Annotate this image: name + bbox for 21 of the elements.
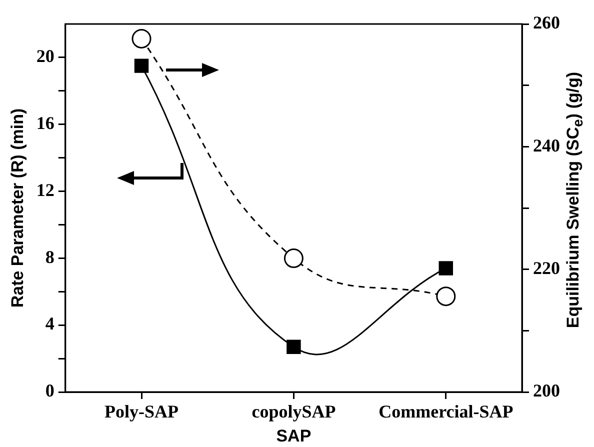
point [436, 286, 456, 306]
y2-tick-label: 220 [533, 258, 560, 278]
y2-tick-label: 200 [533, 380, 560, 401]
y2-tick-label: 260 [533, 12, 560, 33]
x-tick-label: Poly-SAP [104, 401, 178, 422]
point [134, 58, 149, 73]
y-tick-label: 12 [36, 180, 54, 200]
point [284, 248, 304, 268]
y-tick-label: 20 [36, 46, 54, 66]
y-tick-label: 4 [45, 314, 54, 334]
point [438, 261, 454, 276]
y-axis-title: Rate Parameter (R) (min) [8, 108, 27, 308]
x-tick-label: copolySAP [252, 401, 336, 422]
y-tick-label: 16 [36, 113, 54, 134]
y2-tick-label: 240 [533, 135, 560, 156]
y-tick-label: 8 [45, 246, 54, 267]
x-axis-title: SAP [276, 426, 312, 446]
x-tick-label: Commercial-SAP [378, 401, 514, 422]
point [286, 340, 301, 354]
y-tick-label: 0 [45, 380, 54, 401]
point [132, 28, 152, 48]
